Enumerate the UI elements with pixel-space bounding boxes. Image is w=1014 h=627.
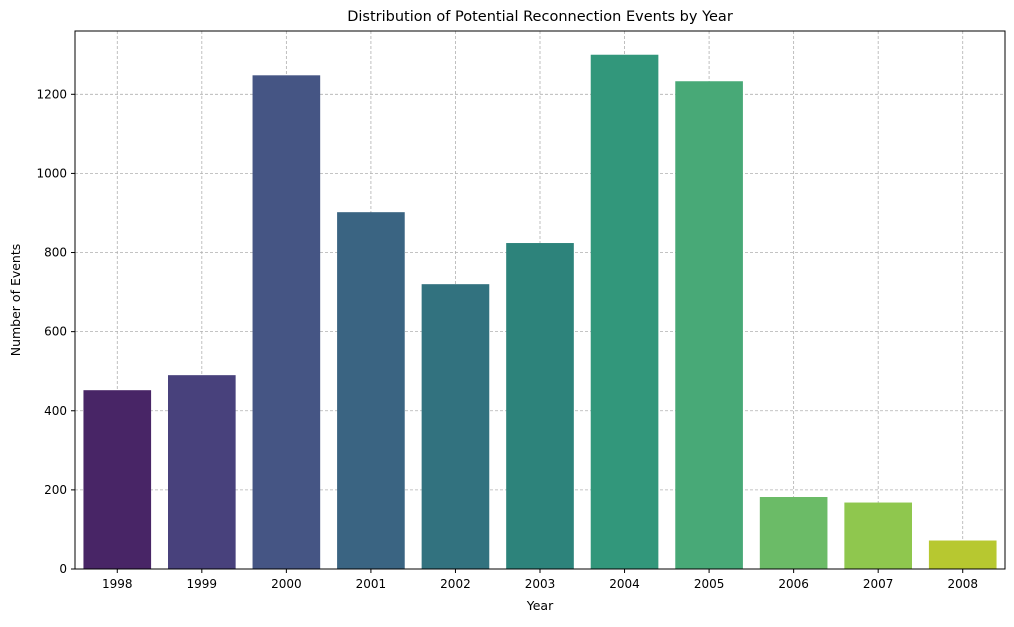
x-tick-label: 2007 (863, 577, 894, 591)
y-axis-label: Number of Events (8, 244, 23, 357)
x-tick-label: 2003 (525, 577, 556, 591)
bar-2004 (590, 54, 659, 570)
bar-2001 (337, 212, 405, 569)
y-tick-label: 800 (44, 246, 67, 260)
x-tick-label: 2005 (694, 577, 725, 591)
bars (83, 54, 997, 570)
y-tick-label: 600 (44, 325, 67, 339)
x-tick-label: 1999 (187, 577, 218, 591)
x-tick-label: 2000 (271, 577, 302, 591)
bar-2002 (421, 284, 490, 569)
y-tick-label: 1000 (36, 166, 67, 180)
y-tick-label: 1200 (36, 87, 67, 101)
x-tick-label: 1998 (102, 577, 133, 591)
chart-title: Distribution of Potential Reconnection E… (347, 9, 733, 25)
bar-2007 (844, 502, 912, 569)
x-tick-label: 2008 (947, 577, 978, 591)
axes: 1998 1999 2000 2001 2002 2003 2004 2005 2006 2007… (36, 30, 1006, 591)
bar-1998 (83, 390, 152, 569)
bar-1999 (168, 375, 236, 569)
bar-2008 (928, 540, 997, 569)
bar-2000 (252, 75, 321, 570)
y-tick-label: 0 (59, 562, 67, 576)
x-tick-label: 2002 (440, 577, 471, 591)
bar-2003 (506, 243, 574, 570)
y-tick-label: 200 (44, 483, 67, 497)
x-tick-label: 2001 (356, 577, 387, 591)
bar-2006 (759, 497, 828, 569)
x-tick-label: 2004 (609, 577, 640, 591)
x-tick-label: 2006 (778, 577, 809, 591)
bar-2005 (675, 81, 743, 569)
y-tick-label: 400 (44, 404, 67, 418)
x-axis-label: Year (526, 598, 554, 613)
